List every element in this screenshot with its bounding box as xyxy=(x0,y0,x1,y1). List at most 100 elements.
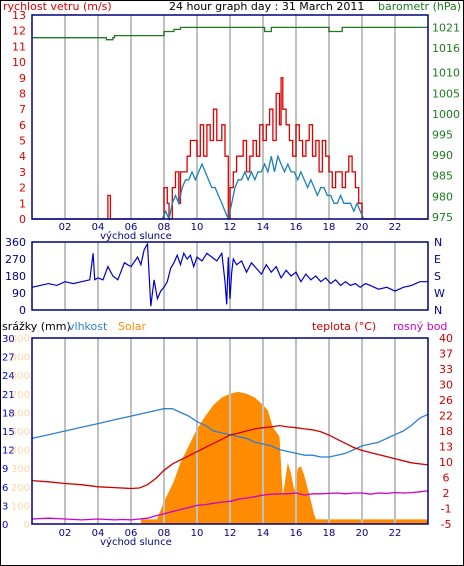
rain-y-tick-27: 27 xyxy=(2,353,15,364)
temp-x-tick-18: 18 xyxy=(323,528,336,539)
chart-title: 24 hour graph day : 31 March 2011 xyxy=(169,0,364,13)
direction-y-tick-180: 180 xyxy=(5,270,26,283)
temp-x-tick-14: 14 xyxy=(257,528,270,539)
rain-y-tick-24: 24 xyxy=(2,371,15,382)
compass-tick-3: W xyxy=(434,287,445,300)
wind-speed-axis-label: rychlost vetru (m/s) xyxy=(3,0,112,13)
rain-y-tick-15: 15 xyxy=(2,427,15,438)
solar-y-tick-600: 600 xyxy=(11,408,30,419)
rain-y-tick-9: 9 xyxy=(2,464,8,475)
solar-y-tick-700: 700 xyxy=(11,390,30,401)
wind-y-tick-7: 7 xyxy=(19,103,26,116)
wind-direction-line xyxy=(31,241,428,307)
wind-x-tick-02: 02 xyxy=(59,222,72,233)
direction-y-tick-90: 90 xyxy=(12,287,26,300)
temperature-y-tick-8: 26 xyxy=(439,394,453,407)
pressure-y-tick-1000: 1000 xyxy=(432,108,460,121)
rain-axis-label: srážky (mm) xyxy=(2,320,71,333)
temperature-y-tick-5: 13 xyxy=(439,441,453,454)
solar-y-tick-400: 400 xyxy=(11,446,30,457)
temp-x-tick-02: 02 xyxy=(59,528,72,539)
pressure-y-tick-995: 995 xyxy=(432,129,453,142)
temperature-axis-label: teplota (°C) xyxy=(312,320,376,333)
wind-y-tick-10: 10 xyxy=(12,56,26,69)
temp-x-tick-06: 06 xyxy=(125,528,138,539)
temperature-y-tick-1: -1 xyxy=(441,503,452,516)
rain-y-tick-30: 30 xyxy=(2,334,15,345)
wind-gust-line xyxy=(32,77,428,220)
wind-x-tick-22: 22 xyxy=(389,222,402,233)
pressure-y-tick-1005: 1005 xyxy=(432,87,460,100)
pressure-y-tick-1010: 1010 xyxy=(432,67,460,80)
pressure-y-tick-990: 990 xyxy=(432,149,453,162)
wind-y-tick-8: 8 xyxy=(19,87,26,100)
temp-x-tick-04: 04 xyxy=(92,528,105,539)
wind-x-tick-18: 18 xyxy=(323,222,336,233)
wind-y-tick-5: 5 xyxy=(19,135,26,148)
temp-x-tick-16: 16 xyxy=(290,528,303,539)
direction-plot-frame xyxy=(31,241,429,311)
wind-y-tick-3: 3 xyxy=(19,166,26,179)
pressure-y-tick-1021: 1021 xyxy=(432,21,460,34)
wind-x-tick-14: 14 xyxy=(257,222,270,233)
wind-y-tick-12: 12 xyxy=(12,25,26,38)
solar-y-tick-900: 900 xyxy=(11,353,30,364)
wind-x-tick-06: 06 xyxy=(125,222,138,233)
compass-tick-1: E xyxy=(434,253,441,266)
wind-plot-frame xyxy=(31,14,429,220)
solar-y-tick-300: 300 xyxy=(11,464,30,475)
sunrise-label-bottom: východ slunce xyxy=(100,536,172,548)
temperature-y-tick-4: 10 xyxy=(439,456,453,469)
wind-average-line xyxy=(32,154,428,222)
temperature-y-tick-9: 30 xyxy=(439,379,453,392)
temperature-y-tick-0: -5 xyxy=(441,518,452,531)
solar-y-tick-500: 500 xyxy=(11,427,30,438)
temperature-humidity-chart: 0369121518212427300102030405060708090100… xyxy=(2,332,453,548)
compass-tick-0: N xyxy=(434,236,442,249)
solar-y-tick-100: 100 xyxy=(11,501,30,512)
temperature-y-tick-12: 40 xyxy=(439,332,453,345)
rain-y-tick-0: 0 xyxy=(2,520,8,531)
compass-tick-4: N xyxy=(434,304,442,317)
temp-x-tick-12: 12 xyxy=(224,528,237,539)
temperature-y-tick-11: 37 xyxy=(439,348,453,361)
rain-y-tick-3: 3 xyxy=(2,501,8,512)
pressure-line xyxy=(32,26,428,41)
wind-y-tick-13: 13 xyxy=(12,9,26,22)
direction-y-tick-360: 360 xyxy=(5,236,26,249)
temp-x-tick-10: 10 xyxy=(191,528,204,539)
solar-y-tick-1000: 1000 xyxy=(5,334,30,345)
temp-plot-frame xyxy=(31,337,429,525)
temp-x-tick-22: 22 xyxy=(389,528,402,539)
wind-y-tick-11: 11 xyxy=(12,40,26,53)
humidity-axis-label: vlhkost xyxy=(68,320,108,333)
pressure-y-tick-975: 975 xyxy=(432,211,453,224)
dewpoint-line xyxy=(31,490,429,521)
rain-y-tick-6: 6 xyxy=(2,483,8,494)
rain-y-tick-18: 18 xyxy=(2,408,15,419)
temperature-y-tick-2: 2 xyxy=(443,487,450,500)
wind-x-tick-10: 10 xyxy=(191,222,204,233)
temperature-y-tick-10: 33 xyxy=(439,363,453,376)
pressure-y-tick-1016: 1016 xyxy=(432,42,460,55)
solar-y-tick-0: 0 xyxy=(24,520,30,531)
wind-x-tick-20: 20 xyxy=(356,222,369,233)
temperature-y-tick-6: 18 xyxy=(439,425,453,438)
wind-y-tick-0: 0 xyxy=(19,213,26,226)
temperature-y-tick-3: 6 xyxy=(443,472,450,485)
direction-y-tick-270: 270 xyxy=(5,253,26,266)
wind-x-tick-12: 12 xyxy=(224,222,237,233)
temperature-line xyxy=(31,424,429,490)
dewpoint-axis-label: rosný bod xyxy=(393,320,447,333)
wind-x-tick-04: 04 xyxy=(92,222,105,233)
wind-y-tick-4: 4 xyxy=(19,150,26,163)
compass-tick-2: S xyxy=(434,270,441,283)
solar-y-tick-200: 200 xyxy=(11,483,30,494)
pressure-y-tick-985: 985 xyxy=(432,170,453,183)
temp-x-tick-20: 20 xyxy=(356,528,369,539)
solar-axis-label: Solar xyxy=(118,320,147,333)
rain-y-tick-12: 12 xyxy=(2,446,15,457)
wind-y-tick-9: 9 xyxy=(19,72,26,85)
